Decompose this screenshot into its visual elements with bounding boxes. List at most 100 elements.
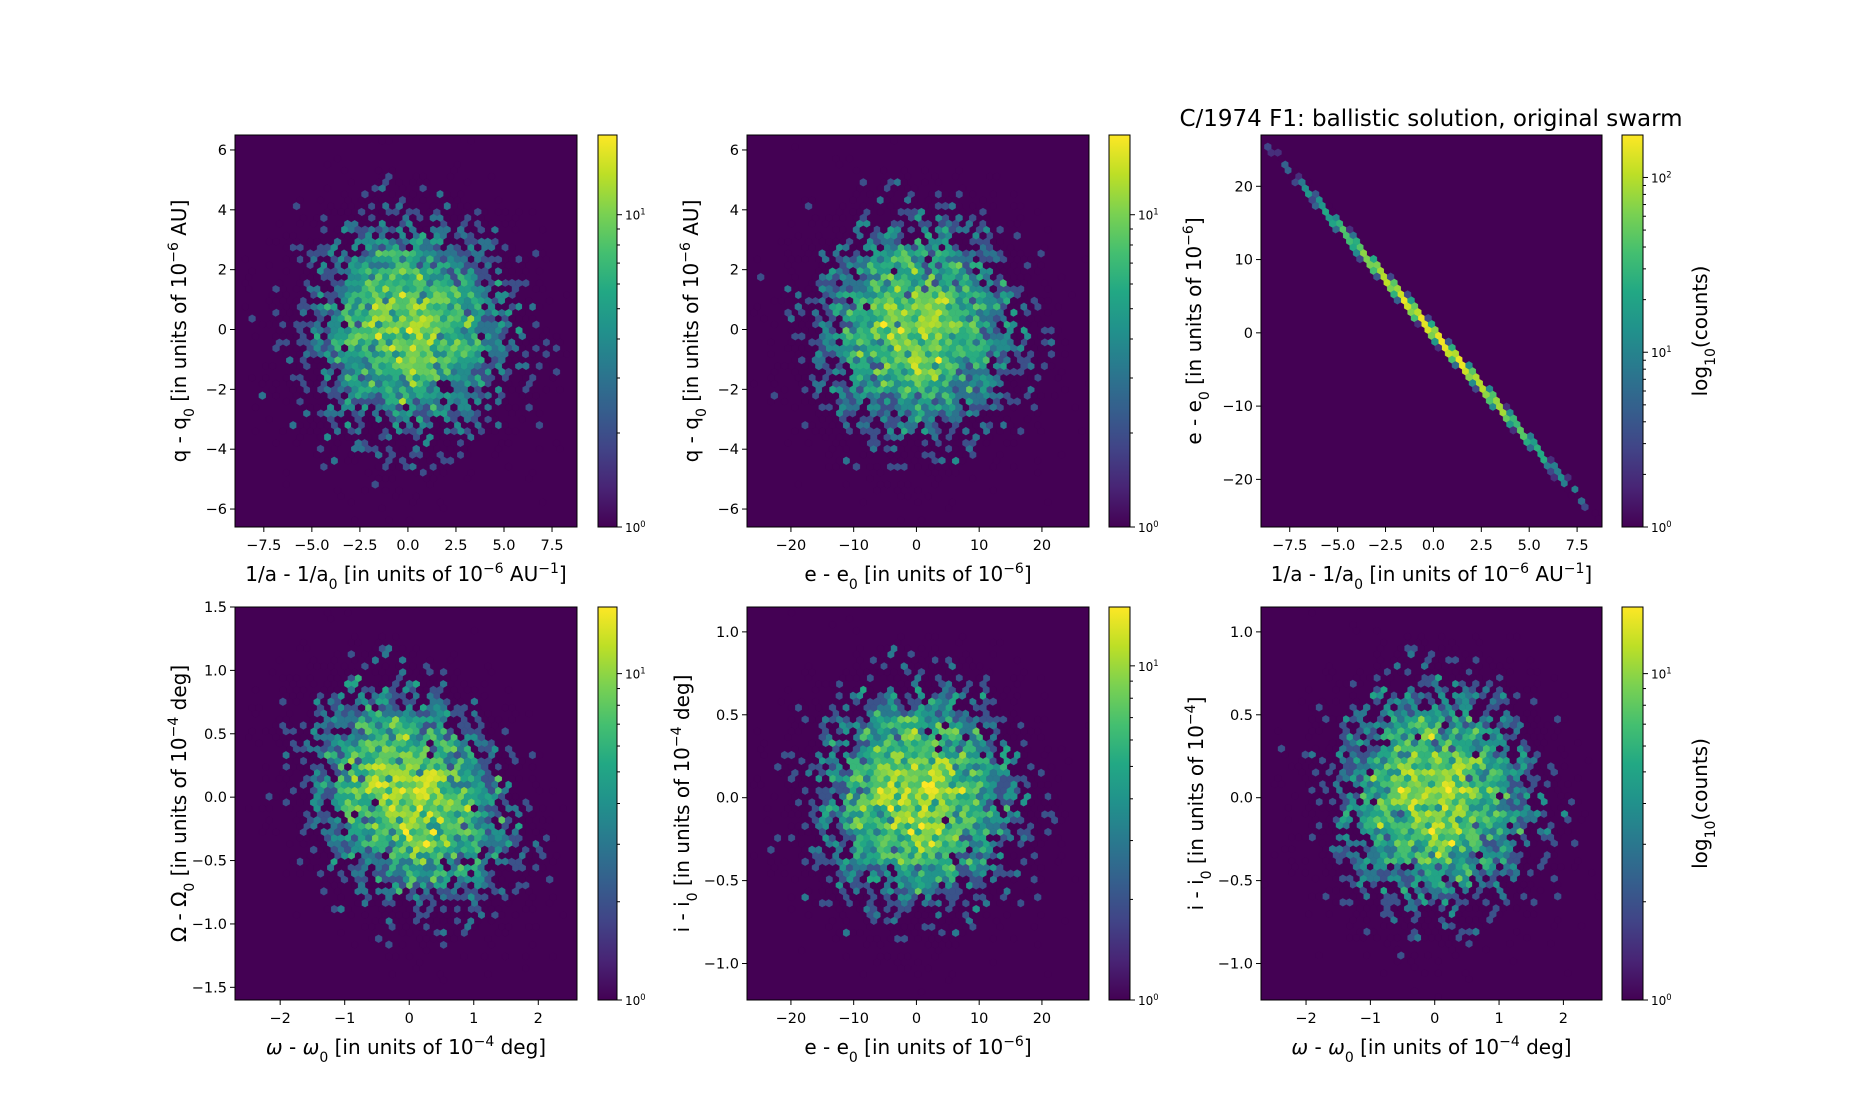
hex-bin [440,904,448,914]
hex-bin [453,373,461,383]
x-tick-label: 20 [1033,538,1051,554]
hex-bin [917,267,925,276]
hex-bin [965,314,973,323]
hex-bin [1277,154,1286,163]
hex-bin [518,415,526,424]
hex-bin [327,614,335,624]
hex-bin [477,827,485,837]
hex-bin [508,219,516,229]
hex-bin [450,403,458,412]
hex-bin [487,290,496,300]
hex-bin [955,296,963,306]
hex-bin [852,166,861,175]
hex-bin [395,284,403,294]
hex-bin [1037,344,1045,353]
hex-bin [381,744,390,754]
hex-bin [289,231,297,240]
hex-bin [399,444,407,454]
hex-bin [330,904,338,914]
hex-bin [306,237,314,246]
hex-bin [518,391,526,400]
hex-bin [965,349,973,359]
hex-bin [446,845,455,855]
hex-bin [955,166,963,175]
hex-bin [323,184,331,193]
hex-bin [340,190,349,199]
hex-bin [460,349,468,359]
hex-bin [429,344,437,353]
hex-bin [412,492,420,501]
hex-bin [378,632,386,641]
hex-bin [320,662,328,671]
hex-bin [900,851,908,860]
hex-bin [505,816,513,825]
hex-bin [354,284,362,294]
hex-bin [914,355,922,365]
hex-bin [941,355,949,365]
hex-bin [385,231,393,240]
hex-bin [883,373,891,383]
hex-bin [316,845,325,855]
hex-bin [340,662,349,671]
hex-bin [433,302,441,311]
hex-bin [340,320,349,329]
hex-bin [395,756,403,766]
hex-bin [402,261,410,270]
hex-bin [770,320,778,329]
hex-bin [426,881,434,890]
hex-bin [518,827,526,837]
hex-bin [474,881,482,890]
hex-bin [385,136,393,146]
x-axis-label: e - e0 [in units of 10−6] [804,561,1031,593]
hex-bin [450,650,458,659]
hex-bin [866,450,874,460]
hex-bin [433,290,441,300]
hex-bin [440,975,448,985]
hex-bin [1034,468,1042,477]
hex-bin [917,255,925,264]
y-tick-label: −2 [718,382,739,398]
colorbar-tick-label: 100 [625,992,646,1008]
y-tick-label: −6 [718,502,739,518]
hex-bin [911,314,919,323]
hex-bin [1034,207,1042,217]
hex-bin [962,225,970,234]
hex-bin [969,332,977,341]
hex-bin [491,721,499,730]
label-segment: e - e [1182,400,1206,445]
hex-bin [815,409,823,418]
y-axis-label: q - q0 [in units of 10−6 AU] [166,200,198,463]
hex-bin [849,207,857,217]
hex-bin [781,361,789,371]
hex-bin [313,662,321,671]
label-segment: −1 [538,561,559,577]
hex-bin [897,267,905,276]
hex-bin [501,762,509,772]
label-segment: 0 [849,577,858,593]
x-axis-label: 1/a - 1/a0 [in units of 10−6 AU−1] [245,561,566,593]
hex-bin [1519,432,1528,441]
hex-bin [525,851,533,860]
hex-bin [460,904,468,914]
label-segment: 0 [1354,577,1363,593]
label-segment: −6 [1003,561,1024,577]
hex-bin [316,432,325,442]
hex-bin [368,816,376,825]
y-tick-label: −20 [1222,472,1253,488]
label-segment: 1 [1153,207,1158,217]
hex-bin [917,810,925,819]
hex-bin [385,952,393,961]
hex-bin [292,296,301,306]
hex-bin [921,284,929,294]
hex-bin [1037,910,1045,920]
hex-bin [1502,402,1511,411]
hex-bin [375,462,383,471]
hex-bin [1564,485,1572,494]
hex-bin [934,462,943,471]
hex-bin [808,195,816,205]
hex-bin [436,332,444,341]
hex-bin [532,780,540,789]
label-segment: [in units of 10 [858,562,1003,586]
hex-bin [787,290,796,300]
